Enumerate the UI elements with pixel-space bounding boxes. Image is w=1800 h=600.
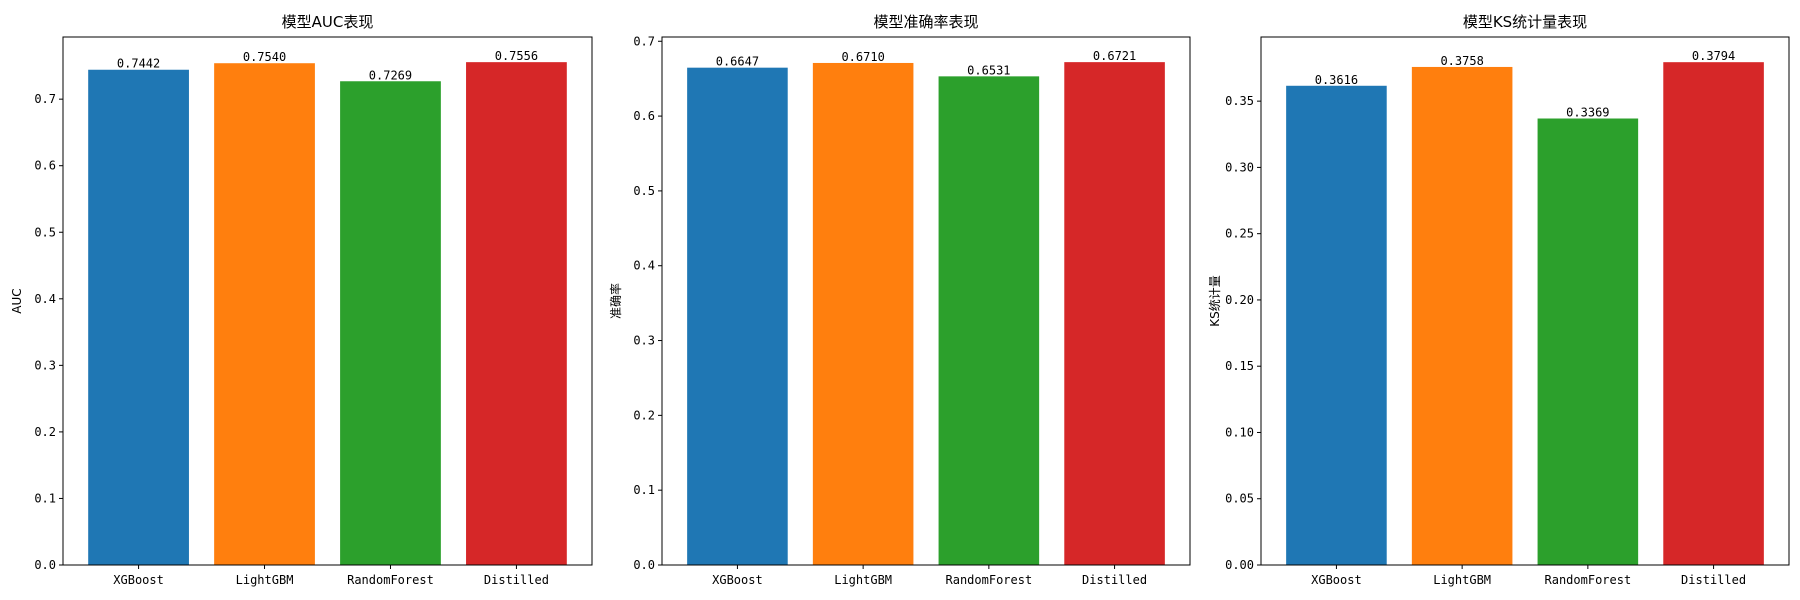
x-tick-label: RandomForest — [347, 573, 434, 587]
y-tick-label: 0.5 — [633, 184, 655, 198]
y-tick-label: 0.05 — [1225, 492, 1254, 506]
bar — [812, 62, 914, 565]
y-tick-label: 0.1 — [633, 483, 655, 497]
y-tick-label: 0.2 — [633, 408, 655, 422]
y-tick-label: 0.0 — [34, 558, 56, 572]
x-tick-label: XGBoost — [113, 573, 164, 587]
y-tick-label: 0.7 — [34, 92, 56, 106]
chart-title: 模型准确率表现 — [873, 13, 978, 31]
y-tick-label: 0.1 — [34, 491, 56, 505]
y-tick-label: 0.7 — [633, 34, 655, 48]
y-axis-label: 准确率 — [608, 283, 623, 319]
bar-value-label: 0.6721 — [1093, 49, 1136, 63]
y-tick-label: 0.35 — [1225, 94, 1254, 108]
y-tick-label: 0.2 — [34, 425, 56, 439]
bar-value-label: 0.7540 — [243, 50, 286, 64]
y-tick-label: 0.20 — [1225, 293, 1254, 307]
bar — [938, 76, 1040, 565]
axes-frame — [1260, 36, 1790, 566]
chart-title: 模型AUC表现 — [282, 13, 374, 31]
y-tick-label: 0.30 — [1225, 160, 1254, 174]
bar-value-label: 0.6647 — [716, 55, 759, 69]
axes-frame — [661, 36, 1191, 566]
y-tick-label: 0.10 — [1225, 425, 1254, 439]
bar-value-label: 0.7442 — [117, 57, 160, 71]
x-tick-label: RandomForest — [946, 573, 1033, 587]
y-axis-label: KS统计量 — [1208, 275, 1222, 327]
bar-value-label: 0.3616 — [1315, 73, 1358, 87]
x-tick-label: XGBoost — [712, 573, 763, 587]
y-tick-label: 0.5 — [34, 225, 56, 239]
bar-value-label: 0.3369 — [1566, 106, 1609, 120]
y-tick-label: 0.4 — [34, 292, 56, 306]
y-tick-label: 0.25 — [1225, 227, 1254, 241]
bar-value-label: 0.6531 — [967, 63, 1010, 77]
bar-value-label: 0.6710 — [841, 50, 884, 64]
bar-value-label: 0.7556 — [495, 49, 538, 63]
bar — [1286, 85, 1387, 565]
x-tick-label: LightGBM — [1433, 573, 1491, 587]
x-tick-label: Distilled — [484, 573, 549, 587]
chart-panel: 0.6647 0.6710 0.6531 0.6721 0.0 0.1 0.2 0.3 0.4 0… — [608, 13, 1191, 587]
y-tick-label: 0.3 — [633, 334, 655, 348]
bar-value-label: 0.3794 — [1692, 49, 1735, 63]
bar — [1411, 66, 1513, 565]
x-tick-label: LightGBM — [236, 573, 294, 587]
axes-frame — [62, 36, 593, 566]
x-tick-label: XGBoost — [1311, 573, 1362, 587]
chart-panel: 0.3616 0.3758 0.3369 0.3794 0.00 0.05 0.10 0.15… — [1208, 13, 1790, 587]
bar — [1537, 118, 1639, 565]
y-tick-label: 0.6 — [633, 109, 655, 123]
x-tick-label: Distilled — [1082, 573, 1147, 587]
bar-value-label: 0.3758 — [1440, 54, 1483, 68]
bar — [214, 63, 315, 566]
chart-panel: 0.7442 0.7540 0.7269 0.7556 0.0 0.1 0.2 0.3 0.4 0… — [10, 13, 593, 587]
y-tick-label: 0.4 — [633, 259, 655, 273]
chart-title: 模型KS统计量表现 — [1463, 13, 1587, 31]
y-tick-label: 0.00 — [1225, 558, 1254, 572]
x-tick-label: RandomForest — [1545, 573, 1632, 587]
x-tick-label: LightGBM — [834, 573, 892, 587]
y-tick-label: 0.15 — [1225, 359, 1254, 373]
bar — [340, 81, 441, 566]
y-axis-label: AUC — [10, 288, 24, 313]
bar — [687, 67, 788, 565]
y-tick-label: 0.3 — [34, 358, 56, 372]
y-tick-label: 0.6 — [34, 159, 56, 173]
bar — [1663, 62, 1764, 565]
y-tick-label: 0.0 — [633, 558, 655, 572]
bar — [1064, 62, 1165, 566]
bar — [466, 62, 567, 566]
bar-value-label: 0.7269 — [369, 68, 412, 82]
bar — [88, 69, 189, 565]
x-tick-label: Distilled — [1681, 573, 1746, 587]
